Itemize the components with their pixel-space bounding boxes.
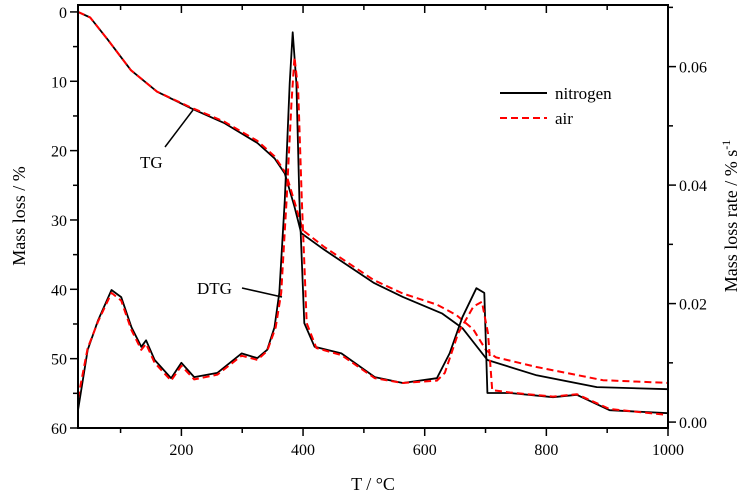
tg-label: TG bbox=[140, 153, 163, 172]
y-right-axis-title-main: Mass loss rate / % s bbox=[721, 150, 741, 293]
x-tick-label: 200 bbox=[169, 442, 193, 459]
x-tick-label: 1000 bbox=[652, 442, 684, 459]
x-axis-title: T / °C bbox=[351, 474, 395, 494]
y-left-tick-label: 30 bbox=[51, 213, 67, 230]
ticks: 200 400 600 800 1000 0 10 20 30 40 50 60 0.00 0.02 0.0… bbox=[51, 5, 707, 459]
y-right-axis-title: Mass loss rate / % s-1 bbox=[719, 140, 741, 293]
y-left-tick-label: 40 bbox=[51, 282, 67, 299]
tg-curve-air bbox=[77, 10, 669, 384]
dtg-curve-nitrogen bbox=[77, 31, 669, 415]
y-right-tick-label: 0.02 bbox=[679, 297, 707, 314]
tg-curve-nitrogen bbox=[77, 11, 669, 391]
legend-label-nitrogen: nitrogen bbox=[555, 84, 612, 103]
dtg-annotation: DTG bbox=[197, 279, 283, 298]
legend: nitrogen air bbox=[500, 84, 612, 128]
curves bbox=[77, 10, 669, 416]
x-tick-label: 400 bbox=[291, 442, 315, 459]
y-right-axis-title-sup: -1 bbox=[719, 140, 733, 150]
tg-annotation: TG bbox=[140, 109, 194, 172]
y-left-tick-label: 10 bbox=[51, 74, 67, 91]
dtg-curve-air bbox=[77, 56, 669, 416]
y-right-tick-label: 0.00 bbox=[679, 415, 707, 432]
plot-frame bbox=[77, 4, 669, 429]
y-left-axis-title: Mass loss / % bbox=[9, 166, 29, 266]
y-left-tick-label: 60 bbox=[51, 421, 67, 438]
x-tick-label: 800 bbox=[534, 442, 558, 459]
y-left-tick-label: 0 bbox=[59, 5, 67, 22]
y-right-tick-label: 0.04 bbox=[679, 178, 707, 195]
y-left-tick-label: 20 bbox=[51, 144, 67, 161]
y-right-tick-label: 0.06 bbox=[679, 60, 707, 77]
dtg-label: DTG bbox=[197, 279, 232, 298]
y-left-tick-label: 50 bbox=[51, 352, 67, 369]
dtg-pointer bbox=[241, 287, 283, 298]
x-tick-label: 600 bbox=[413, 442, 437, 459]
tg-pointer bbox=[164, 109, 194, 148]
legend-label-air: air bbox=[555, 109, 573, 128]
